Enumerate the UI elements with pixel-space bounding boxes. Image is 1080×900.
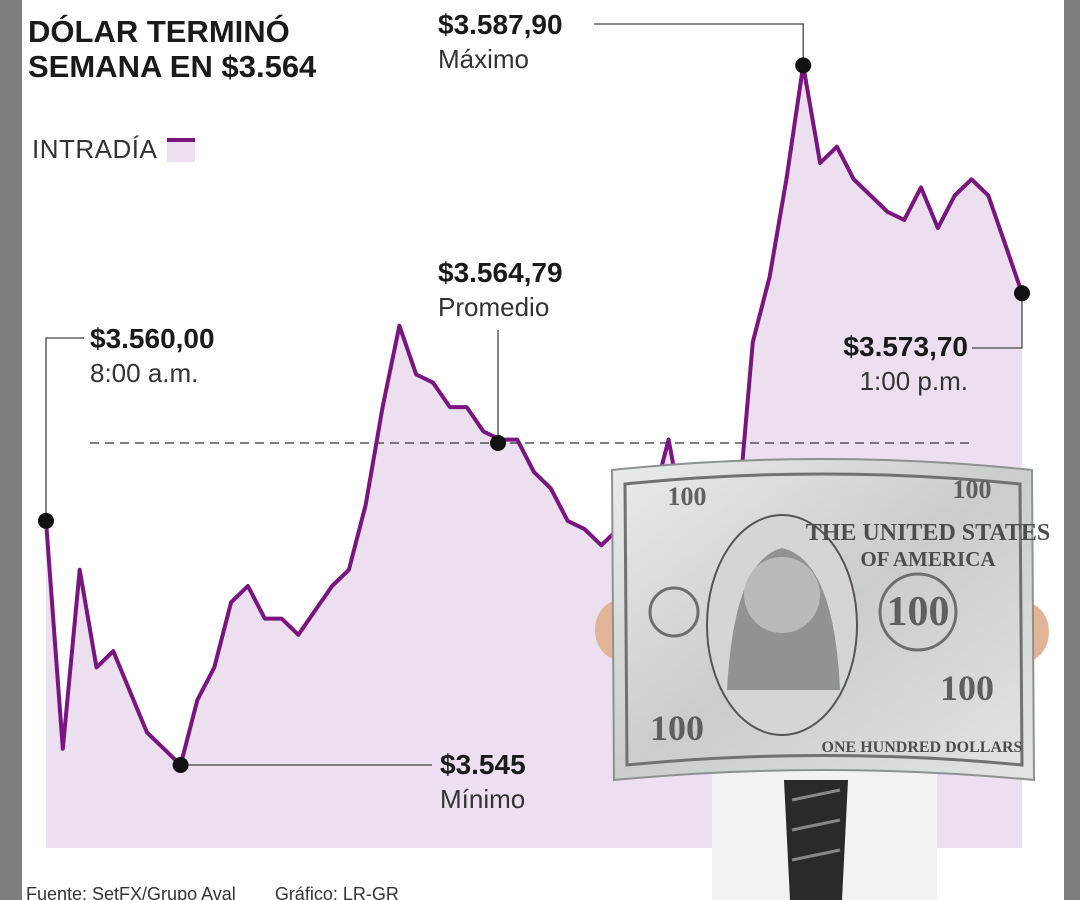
close-value: $3.573,70 — [843, 331, 968, 362]
open-value: $3.560,00 — [90, 323, 215, 354]
price-line — [44, 63, 1024, 767]
max-marker — [795, 57, 812, 74]
open-leader — [45, 337, 84, 521]
annotation-leaders — [45, 23, 1023, 766]
chart-title: DÓLAR TERMINÓ SEMANA EN $3.564 — [28, 14, 316, 84]
max-leader — [594, 23, 804, 66]
source-text: Fuente: SetFX/Grupo Aval — [26, 884, 236, 900]
annotation-markers — [38, 57, 1030, 773]
open-label: 8:00 a.m. — [90, 358, 199, 388]
average-marker — [490, 435, 506, 451]
price-area — [46, 65, 1022, 848]
max-annotation: $3.587,90 Máximo — [438, 8, 563, 76]
chart-legend: INTRADÍA — [32, 134, 196, 165]
price-chart — [38, 23, 1030, 848]
open-marker — [38, 512, 54, 529]
average-annotation: $3.564,79 Promedio — [438, 256, 563, 324]
legend-swatch — [167, 137, 196, 162]
min-annotation: $3.545 Mínimo — [440, 748, 526, 816]
close-leader — [972, 293, 1023, 349]
min-value: $3.545 — [440, 749, 526, 780]
chart-panel: DÓLAR TERMINÓ SEMANA EN $3.564 INTRADÍA — [22, 0, 1064, 900]
chart-title-line-1: DÓLAR TERMINÓ — [28, 14, 290, 49]
min-marker — [172, 757, 189, 773]
close-label: 1:00 p.m. — [859, 366, 968, 396]
credit-text: Gráfico: LR-GR — [274, 884, 399, 900]
min-label: Mínimo — [440, 784, 526, 814]
legend-label: INTRADÍA — [32, 134, 158, 164]
average-label: Promedio — [438, 292, 550, 322]
close-marker — [1014, 285, 1030, 302]
chart-title-line-2: SEMANA EN $3.564 — [28, 49, 317, 84]
max-value: $3.587,90 — [438, 9, 563, 40]
max-label: Máximo — [438, 44, 530, 74]
source-line: Fuente: SetFX/Grupo Aval Gráfico: LR-GR — [26, 884, 399, 900]
average-value: $3.564,79 — [438, 257, 563, 288]
close-annotation: $3.573,70 1:00 p.m. — [843, 330, 968, 398]
open-annotation: $3.560,00 8:00 a.m. — [90, 322, 215, 390]
